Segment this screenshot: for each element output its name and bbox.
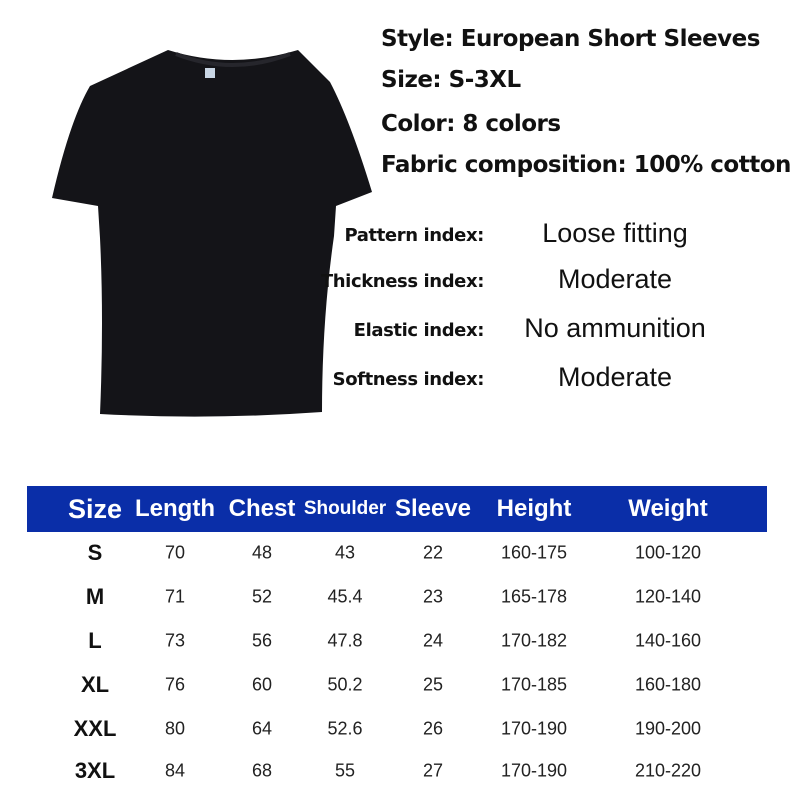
table-cell: 43 — [334, 542, 356, 563]
table-cell: 170-182 — [500, 630, 568, 651]
table-cell: 48 — [251, 542, 273, 563]
table-cell: 68 — [251, 760, 273, 781]
table-cell: 55 — [334, 760, 356, 781]
table-cell: 160-180 — [634, 674, 702, 695]
index-label: Thickness index: — [320, 271, 485, 292]
table-cell: 64 — [251, 718, 273, 739]
table-cell: 52.6 — [327, 718, 363, 739]
spec-line: Fabric composition: 100% cotton — [381, 152, 791, 178]
table-cell: 56 — [251, 630, 273, 651]
table-cell: 45.4 — [327, 586, 363, 607]
table-cell: 73 — [164, 630, 186, 651]
table-cell: 50.2 — [327, 674, 363, 695]
size-cell: S — [87, 540, 103, 565]
table-cell: 27 — [422, 760, 444, 781]
table-cell: 80 — [164, 718, 186, 739]
column-header: Size — [67, 494, 123, 524]
spec-line: Size: S-3XL — [381, 67, 521, 93]
spec-line: Style: European Short Sleeves — [381, 26, 760, 52]
size-cell: 3XL — [74, 758, 116, 783]
table-cell: 76 — [164, 674, 186, 695]
column-header: Sleeve — [394, 495, 472, 522]
table-cell: 52 — [251, 586, 273, 607]
table-cell: 120-140 — [634, 586, 702, 607]
index-label: Elastic index: — [353, 320, 485, 341]
column-header: Length — [135, 495, 215, 522]
table-cell: 23 — [422, 586, 444, 607]
table-cell: 84 — [164, 760, 186, 781]
size-table-header: Size Length Chest Shoulder Sleeve Height Weigh… — [27, 486, 767, 532]
table-cell: 26 — [422, 718, 444, 739]
t-shirt-image — [52, 50, 372, 417]
index-label: Pattern index: — [344, 225, 484, 246]
table-cell: 22 — [422, 542, 444, 563]
table-cell: 165-178 — [500, 586, 568, 607]
column-header: Height — [496, 495, 572, 522]
index-value: No ammunition — [524, 313, 706, 343]
size-cell: XL — [80, 672, 110, 697]
index-value: Loose fitting — [542, 218, 688, 248]
index-label: Softness index: — [332, 369, 485, 390]
index-value: Moderate — [557, 362, 673, 392]
spec-line: Color: 8 colors — [381, 111, 561, 137]
size-cell: XXL — [73, 716, 117, 741]
index-value: Moderate — [557, 264, 673, 294]
table-cell: 170-190 — [500, 718, 568, 739]
table-cell: 210-220 — [634, 760, 702, 781]
table-cell: 160-175 — [500, 542, 568, 563]
table-cell: 71 — [164, 586, 186, 607]
table-cell: 60 — [251, 674, 273, 695]
table-cell: 170-190 — [500, 760, 568, 781]
size-cell: M — [85, 584, 105, 609]
table-cell: 100-120 — [634, 542, 702, 563]
table-cell: 170-185 — [500, 674, 568, 695]
size-cell: L — [88, 628, 102, 653]
column-header: Shoulder — [303, 498, 387, 519]
table-cell: 190-200 — [634, 718, 702, 739]
table-cell: 47.8 — [327, 630, 363, 651]
column-header: Chest — [228, 495, 296, 522]
table-cell: 140-160 — [634, 630, 702, 651]
table-cell: 70 — [164, 542, 186, 563]
table-cell: 25 — [422, 674, 444, 695]
table-cell: 24 — [422, 630, 444, 651]
column-header: Weight — [628, 495, 708, 522]
